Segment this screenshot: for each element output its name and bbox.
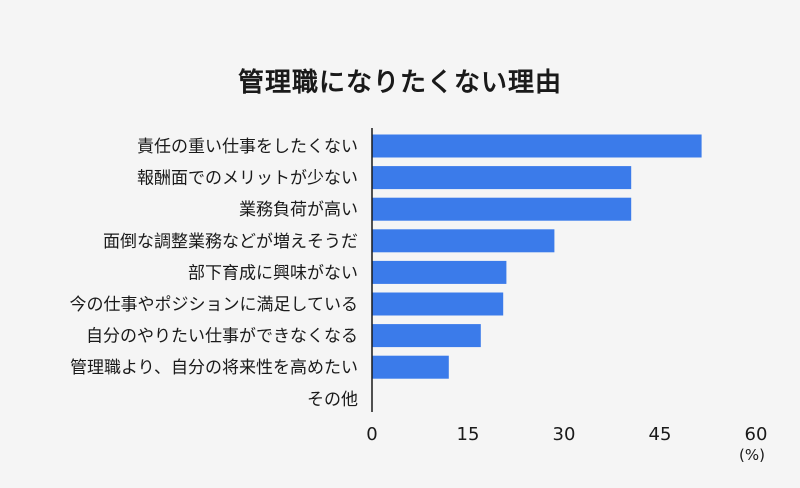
bar-7: [372, 324, 481, 348]
category-label-5: 部下育成に興味がない: [188, 263, 358, 283]
x-tick-label-60: 60: [745, 424, 768, 445]
bar-3: [372, 197, 632, 221]
bar-4: [372, 229, 555, 253]
x-tick-label-30: 30: [553, 424, 576, 445]
x-tick-label-0: 0: [366, 424, 377, 445]
bar-6: [372, 292, 504, 316]
category-label-2: 報酬面でのメリットが少ない: [137, 169, 358, 189]
category-label-3: 業務負荷が高い: [239, 200, 358, 220]
category-label-1: 責任の重い仕事をしたくない: [137, 137, 358, 157]
category-label-6: 今の仕事やポジションに満足している: [70, 295, 359, 315]
bar-2: [372, 166, 632, 190]
x-axis-unit-label: (%): [739, 446, 765, 464]
bar-1: [372, 134, 702, 158]
category-label-8: 管理職より、自分の将来性を高めたい: [70, 358, 358, 378]
bar-8: [372, 355, 449, 379]
category-label-7: 自分のやりたい仕事ができなくなる: [86, 327, 358, 347]
x-tick-label-45: 45: [649, 424, 672, 445]
category-label-9: その他: [307, 390, 358, 410]
bars-layer: [372, 134, 702, 379]
category-label-4: 面倒な調整業務などが増えそうだ: [103, 232, 358, 252]
x-tick-label-15: 15: [457, 424, 480, 445]
x-tick-labels-layer: 0 15 30 45 60: [366, 424, 767, 445]
chart-title: 管理職になりたくない理由: [237, 68, 562, 98]
bar-5: [372, 260, 507, 284]
category-labels-layer: 責任の重い仕事をしたくない報酬面でのメリットが少ない業務負荷が高い面倒な調整業務…: [70, 137, 359, 410]
